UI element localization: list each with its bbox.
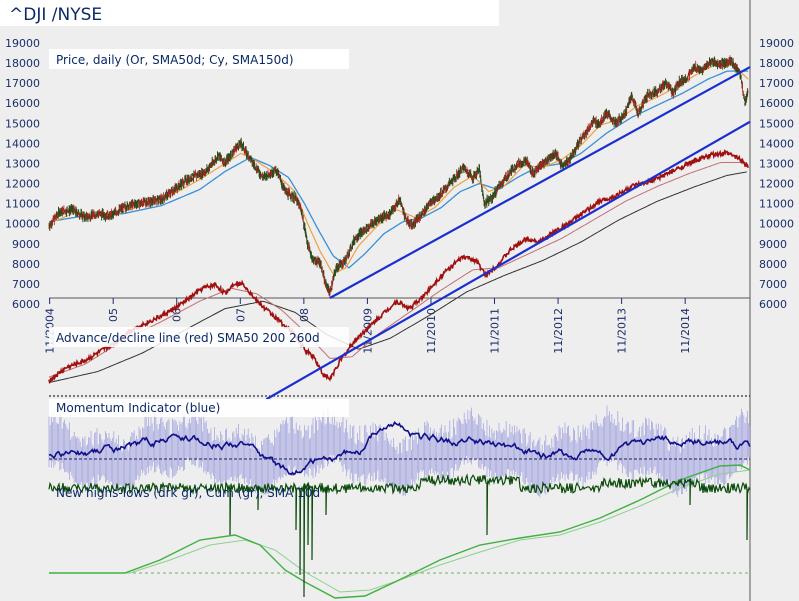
- y-tick-right: 7000: [759, 278, 787, 291]
- y-tick-right: 11000: [759, 198, 794, 211]
- price-panel-title-box: [49, 49, 349, 69]
- x-tick-label: 08: [298, 308, 311, 322]
- y-tick-right: 9000: [759, 238, 787, 251]
- x-tick-label: 05: [107, 308, 120, 322]
- y-tick-left: 9000: [12, 238, 40, 251]
- ad-sma-series: [48, 162, 747, 378]
- ad-series: [48, 148, 749, 384]
- momentum-panel: [48, 405, 751, 498]
- x-tick-label: 11/2012: [552, 308, 565, 354]
- y-tick-right: 10000: [759, 218, 794, 231]
- momentum-series: [48, 421, 751, 476]
- sma150-series: [48, 70, 749, 269]
- y-tick-left: 11000: [5, 198, 40, 211]
- y-tick-left: 6000: [12, 298, 40, 311]
- x-tick-label: 11/2010: [425, 308, 438, 354]
- nhl-series: [48, 473, 751, 598]
- y-tick-left: 17000: [5, 77, 40, 90]
- price-down-series: [48, 55, 749, 296]
- x-tick-label: 11/2014: [679, 308, 692, 354]
- x-tick-label: 07: [234, 308, 247, 322]
- y-tick-left: 15000: [5, 117, 40, 130]
- ad-panel-title-box: [49, 327, 349, 347]
- y-tick-right: 6000: [759, 298, 787, 311]
- y-tick-right: 17000: [759, 77, 794, 90]
- ad-panel-title: Advance/decline line (red) SMA50 200 260…: [56, 331, 320, 345]
- y-tick-left: 19000: [5, 37, 40, 50]
- y-tick-left: 16000: [5, 97, 40, 110]
- y-tick-left: 7000: [12, 278, 40, 291]
- y-axis-left: 6000 7000 8000 9000 10000 11000 12000 13000 1400…: [5, 37, 40, 311]
- x-tick-label: 11/2011: [489, 308, 502, 354]
- y-tick-right: 15000: [759, 117, 794, 130]
- y-tick-left: 8000: [12, 258, 40, 271]
- y-tick-left: 12000: [5, 178, 40, 191]
- advance-decline-panel: [48, 120, 751, 401]
- y-tick-left: 14000: [5, 137, 40, 150]
- y-tick-left: 18000: [5, 57, 40, 70]
- y-tick-left: 13000: [5, 157, 40, 170]
- x-tick-label: 11/2013: [616, 308, 629, 354]
- y-tick-right: 18000: [759, 57, 794, 70]
- momentum-panel-title-box: [49, 399, 349, 417]
- momentum-panel-title: Momentum Indicator (blue): [56, 401, 220, 415]
- y-tick-left: 10000: [5, 218, 40, 231]
- new-highs-lows-panel: [48, 464, 751, 599]
- y-tick-right: 19000: [759, 37, 794, 50]
- price-panel-title: Price, daily (Or, SMA50d; Cy, SMA150d): [56, 53, 294, 67]
- y-tick-right: 12000: [759, 178, 794, 191]
- y-tick-right: 8000: [759, 258, 787, 271]
- ad-trendline: [265, 120, 751, 401]
- title-box: [0, 0, 499, 26]
- y-tick-right: 16000: [759, 97, 794, 110]
- price-trendline: [329, 66, 751, 299]
- y-tick-right: 14000: [759, 137, 794, 150]
- chart-title: ^DJI /NYSE: [9, 5, 102, 25]
- nhl-cum-series: [49, 464, 751, 599]
- price-panel: [48, 55, 751, 299]
- y-axis-right: 6000 7000 8000 9000 10000 11000 12000 13000 1400…: [759, 37, 794, 311]
- nhl-panel-title: New highs-lows (drk gr), Cum (gr), SMA 1…: [56, 486, 320, 500]
- y-tick-right: 13000: [759, 157, 794, 170]
